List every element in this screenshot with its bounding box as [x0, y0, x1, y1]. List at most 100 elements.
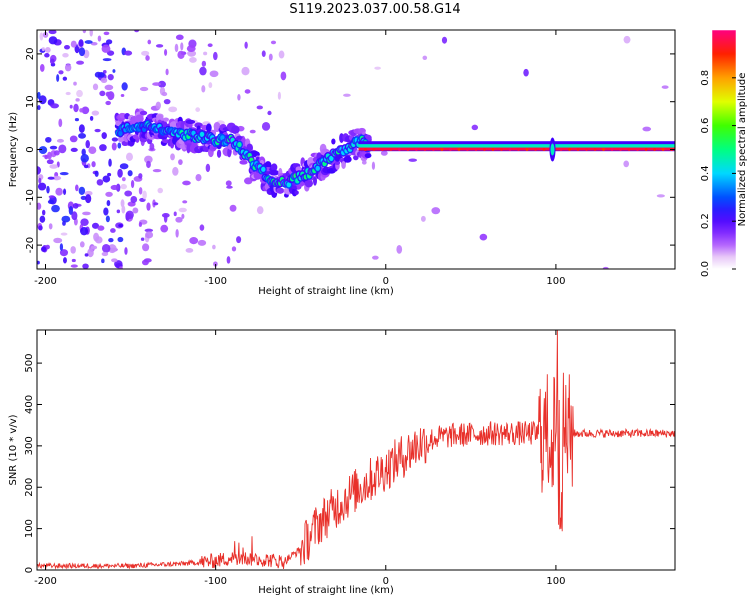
noise-blob [92, 83, 99, 91]
ridge-halo [294, 190, 299, 195]
noise-blob [111, 137, 119, 142]
noise-blob [99, 144, 107, 152]
noise-blob [107, 91, 115, 101]
noise-blob [125, 210, 134, 220]
ridge-halo [205, 123, 212, 133]
flat-signal-speck [636, 148, 640, 151]
noise-blob [85, 140, 90, 149]
noise-blob [48, 30, 57, 35]
flat-signal-speck [414, 148, 418, 151]
colorbar-frame [711, 29, 737, 270]
flat-signal-speck [610, 148, 614, 151]
noise-blob [91, 161, 96, 168]
noise-blob [49, 58, 55, 65]
noise-blob [53, 237, 63, 244]
ridge-halo [269, 169, 280, 176]
noise-blob [80, 153, 89, 163]
noise-blob [39, 64, 45, 72]
flat-signal-speck [440, 148, 444, 151]
noise-blob [105, 215, 110, 223]
noise-blob [226, 256, 231, 264]
noise-blob [471, 124, 479, 131]
y-tick-label: 400 [24, 395, 35, 414]
noise-blob [229, 204, 237, 212]
noise-blob [62, 76, 68, 81]
noise-blob [152, 82, 161, 86]
noise-blob [181, 213, 185, 219]
noise-blob [146, 160, 151, 169]
noise-blob [112, 69, 116, 73]
flat-signal-speck [389, 148, 393, 151]
x-tick-label: -200 [34, 576, 57, 587]
noise-blob [138, 187, 143, 195]
ridge-core [329, 155, 334, 161]
noise-blob [256, 105, 263, 110]
x-tick-label: 100 [546, 276, 565, 287]
noise-blob [78, 47, 86, 57]
noise-blob [201, 85, 206, 93]
noise-blob [84, 190, 93, 196]
noise-blob [145, 231, 154, 239]
noise-blob [102, 69, 107, 74]
flat-signal-speck [363, 148, 367, 151]
noise-blob [523, 68, 529, 77]
noise-blob [105, 191, 113, 197]
noise-blob [119, 266, 123, 269]
y-tick-label: 20 [25, 48, 36, 61]
ridge-core [261, 166, 266, 172]
noise-blob [76, 89, 83, 98]
ridge-halo [364, 153, 372, 159]
noise-blob [56, 74, 60, 82]
noise-blob [175, 34, 184, 40]
noise-blob [163, 98, 171, 105]
noise-blob [52, 175, 62, 181]
noise-blob [118, 223, 123, 228]
noise-blob [170, 153, 175, 161]
noise-blob [97, 225, 105, 231]
noise-blob [85, 194, 92, 204]
flat-signal-speck [653, 148, 657, 151]
flat-signal-speck [576, 148, 580, 151]
noise-blob [59, 172, 69, 176]
noise-blob [110, 228, 116, 233]
noise-blob [100, 77, 108, 84]
noise-blob [94, 170, 99, 177]
ridge-halo [295, 166, 302, 172]
x-tick-label: -200 [34, 276, 57, 287]
noise-blob [40, 246, 47, 252]
y-tick-label: 0 [25, 146, 36, 152]
noise-blob [90, 41, 98, 46]
noise-blob [58, 70, 64, 75]
y-tick-label: -20 [25, 237, 36, 253]
noise-blob [209, 70, 219, 78]
noise-blob [431, 207, 441, 215]
noise-blob [103, 207, 109, 216]
noise-blob [105, 100, 111, 106]
noise-blob [180, 42, 184, 51]
noise-blob [134, 30, 140, 33]
noise-blob [420, 215, 426, 222]
noise-blob [88, 146, 97, 155]
ridge-halo [216, 149, 222, 158]
noise-blob [68, 205, 74, 215]
noise-blob [237, 93, 241, 101]
noise-blob [58, 144, 67, 154]
noise-blob [38, 146, 48, 154]
noise-blob [47, 151, 52, 160]
noise-blob [91, 222, 100, 229]
noise-blob [142, 190, 147, 200]
noise-blob [101, 258, 105, 264]
flat-signal-speck [533, 148, 537, 151]
colorbar-tick-label: 0.8 [700, 70, 711, 86]
chart-title: S119.2023.037.00.58.G14 [289, 2, 461, 17]
noise-blob [45, 47, 51, 53]
noise-blob [203, 51, 208, 56]
y-tick-label: 10 [25, 95, 36, 108]
noise-blob [277, 91, 281, 100]
noise-blob [380, 150, 388, 156]
noise-blob [82, 211, 91, 216]
noise-blob [71, 211, 78, 221]
x-axis-label: Height of straight line (km) [258, 286, 394, 297]
noise-blob [161, 91, 168, 97]
noise-blob [41, 47, 45, 52]
